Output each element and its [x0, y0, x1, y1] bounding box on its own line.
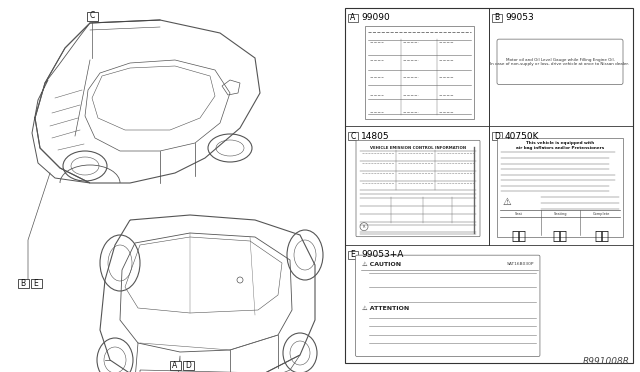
Text: 14805: 14805: [361, 132, 390, 141]
Text: 99053: 99053: [505, 13, 534, 22]
Bar: [365, 26, 474, 119]
Text: Seat: Seat: [515, 212, 522, 215]
FancyBboxPatch shape: [356, 140, 480, 237]
Bar: [492, 14, 502, 22]
Text: SAT16B030P: SAT16B030P: [507, 262, 534, 266]
Text: 99090: 99090: [361, 13, 390, 22]
Text: Motor oil and Oil Level Gauge while Filling Engine Oil.
In case of non-supply or: Motor oil and Oil Level Gauge while Fill…: [490, 58, 630, 66]
Text: Ⓐⓔ: Ⓐⓔ: [511, 230, 526, 243]
Bar: [31, 279, 42, 288]
Bar: [348, 251, 358, 259]
Text: C: C: [90, 12, 95, 20]
Bar: [348, 14, 358, 22]
Text: 99053+A: 99053+A: [361, 250, 403, 259]
Text: ⚠: ⚠: [503, 198, 512, 208]
Bar: [348, 132, 358, 140]
Text: Complete: Complete: [593, 212, 610, 215]
Text: C: C: [350, 132, 356, 141]
FancyBboxPatch shape: [497, 39, 623, 84]
Text: B: B: [20, 279, 26, 288]
Bar: [170, 360, 180, 369]
Text: A: A: [350, 13, 356, 22]
Bar: [492, 132, 502, 140]
Text: B: B: [495, 13, 500, 22]
Text: R: R: [363, 225, 365, 229]
Text: ⚠ ATTENTION: ⚠ ATTENTION: [362, 306, 409, 311]
Text: R991008R: R991008R: [583, 357, 630, 366]
Text: ⚠ CAUTION: ⚠ CAUTION: [362, 262, 401, 267]
Text: A: A: [172, 360, 178, 369]
Bar: [17, 279, 29, 288]
Bar: [182, 360, 193, 369]
Text: Ⓐⓔ: Ⓐⓔ: [594, 230, 609, 243]
Text: E: E: [351, 250, 355, 259]
Bar: [345, 8, 633, 363]
Text: Seating: Seating: [554, 212, 568, 215]
Text: Ⓐⓔ: Ⓐⓔ: [552, 230, 568, 243]
Text: VEHICLE EMISSION CONTROL INFORMATION: VEHICLE EMISSION CONTROL INFORMATION: [370, 146, 466, 150]
Text: D: D: [494, 132, 500, 141]
Bar: [86, 12, 97, 20]
Text: This vehicle is equipped with
air bag inflators and/or Pretensioners: This vehicle is equipped with air bag in…: [516, 141, 604, 150]
Text: E: E: [34, 279, 38, 288]
FancyBboxPatch shape: [355, 255, 540, 356]
Text: D: D: [185, 360, 191, 369]
Text: 40750K: 40750K: [505, 132, 540, 141]
Bar: [497, 138, 623, 237]
